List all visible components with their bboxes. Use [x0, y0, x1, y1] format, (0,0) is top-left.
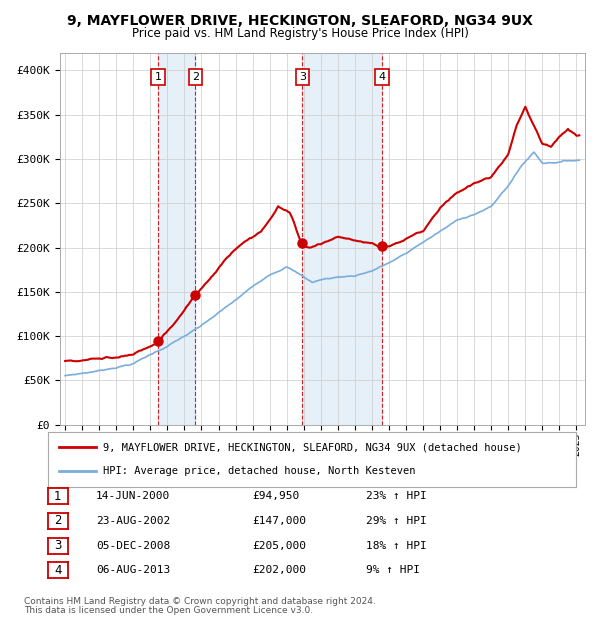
Text: £205,000: £205,000 [252, 541, 306, 551]
Text: 2: 2 [192, 72, 199, 82]
Text: Price paid vs. HM Land Registry's House Price Index (HPI): Price paid vs. HM Land Registry's House … [131, 27, 469, 40]
Text: 9, MAYFLOWER DRIVE, HECKINGTON, SLEAFORD, NG34 9UX: 9, MAYFLOWER DRIVE, HECKINGTON, SLEAFORD… [67, 14, 533, 28]
Text: 3: 3 [299, 72, 306, 82]
Text: 23-AUG-2002: 23-AUG-2002 [96, 516, 170, 526]
Text: HPI: Average price, detached house, North Kesteven: HPI: Average price, detached house, Nort… [103, 466, 416, 476]
Text: 23% ↑ HPI: 23% ↑ HPI [366, 491, 427, 501]
Text: £202,000: £202,000 [252, 565, 306, 575]
Text: 1: 1 [155, 72, 161, 82]
Text: 29% ↑ HPI: 29% ↑ HPI [366, 516, 427, 526]
Bar [158, 53, 196, 425]
Text: 9, MAYFLOWER DRIVE, HECKINGTON, SLEAFORD, NG34 9UX (detached house): 9, MAYFLOWER DRIVE, HECKINGTON, SLEAFORD… [103, 443, 522, 453]
Text: 05-DEC-2008: 05-DEC-2008 [96, 541, 170, 551]
Text: £94,950: £94,950 [252, 491, 299, 501]
Text: 3: 3 [54, 539, 62, 552]
Text: 4: 4 [54, 564, 62, 577]
Text: 4: 4 [379, 72, 386, 82]
Text: 18% ↑ HPI: 18% ↑ HPI [366, 541, 427, 551]
Text: 06-AUG-2013: 06-AUG-2013 [96, 565, 170, 575]
Text: Contains HM Land Registry data © Crown copyright and database right 2024.: Contains HM Land Registry data © Crown c… [24, 596, 376, 606]
Text: £147,000: £147,000 [252, 516, 306, 526]
Text: 1: 1 [54, 490, 62, 502]
Bar [302, 53, 382, 425]
Text: 14-JUN-2000: 14-JUN-2000 [96, 491, 170, 501]
Text: 9% ↑ HPI: 9% ↑ HPI [366, 565, 420, 575]
Text: This data is licensed under the Open Government Licence v3.0.: This data is licensed under the Open Gov… [24, 606, 313, 615]
Text: 2: 2 [54, 515, 62, 527]
